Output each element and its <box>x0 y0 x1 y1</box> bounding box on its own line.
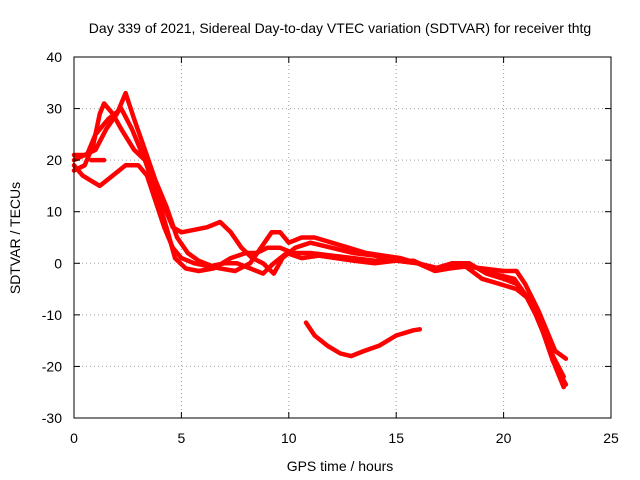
y-axis-label: SDTVAR / TECUs <box>7 182 23 294</box>
x-tick-label: 15 <box>388 430 404 446</box>
grid <box>74 57 611 418</box>
x-axis-label: GPS time / hours <box>287 458 394 474</box>
plot-frame <box>73 56 612 419</box>
chart-title: Day 339 of 2021, Sidereal Day-to-day VTE… <box>89 20 591 36</box>
series-line-4 <box>71 90 569 387</box>
x-tick-label: 20 <box>496 430 512 446</box>
series-line-2 <box>71 106 569 361</box>
data-series <box>71 90 569 390</box>
series-line-5 <box>303 320 423 359</box>
x-tick-label: 10 <box>281 430 297 446</box>
series-line-3 <box>71 163 566 379</box>
y-tick-label: -10 <box>42 307 62 323</box>
x-tick-label: 25 <box>603 430 619 446</box>
y-tick-label: 10 <box>46 204 62 220</box>
x-tick-label: 5 <box>178 430 186 446</box>
y-tick-label: -30 <box>42 410 62 426</box>
y-tick-label: 20 <box>46 152 62 168</box>
y-tick-label: 30 <box>46 101 62 117</box>
y-tick-label: 0 <box>54 255 62 271</box>
ticks: 0 5 10 15 20 25 -30 -20 -10 0 10 20 30 40 <box>42 49 619 446</box>
x-tick-label: 0 <box>70 430 78 446</box>
y-tick-label: 40 <box>46 49 62 65</box>
y-tick-label: -20 <box>42 358 62 374</box>
